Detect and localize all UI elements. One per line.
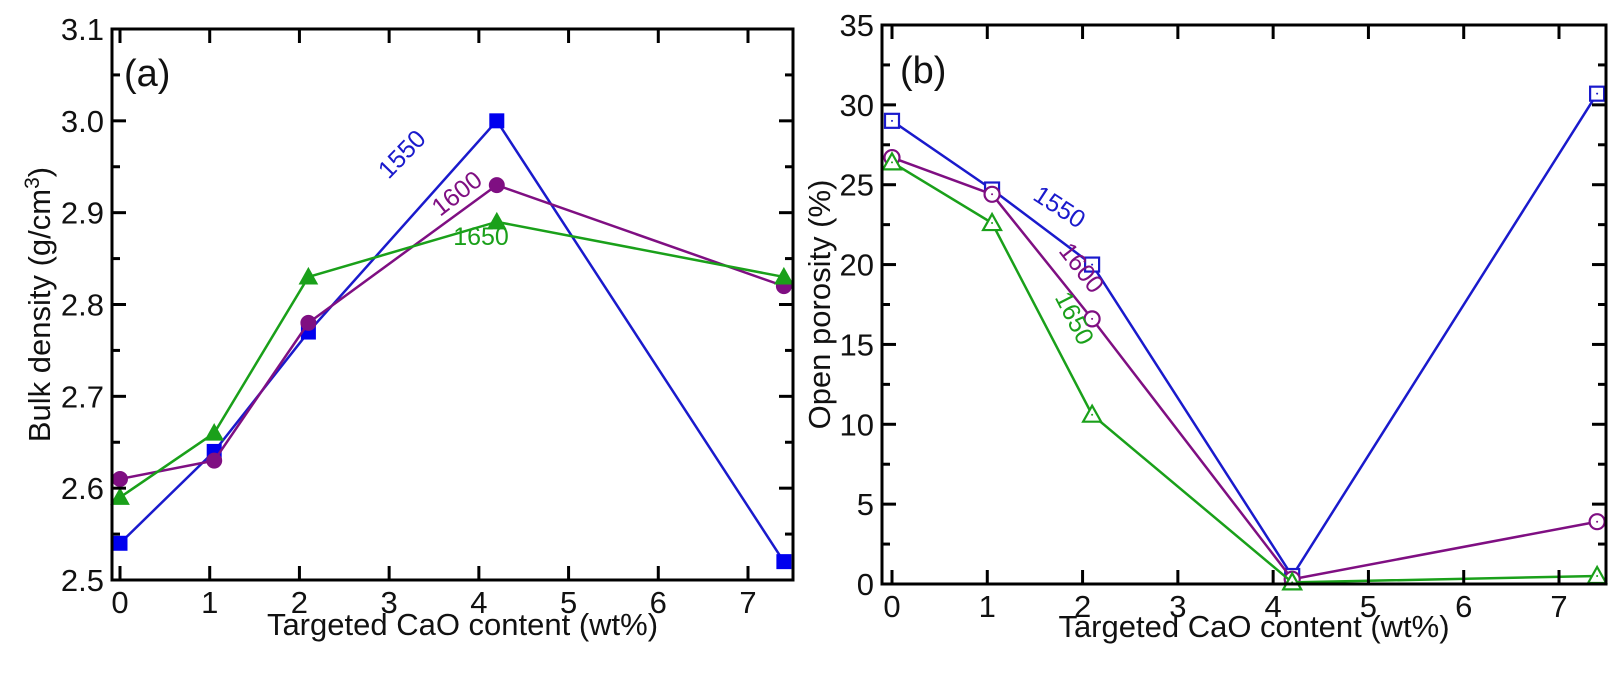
marker-center-dot bbox=[991, 193, 994, 196]
marker-circle-1600 bbox=[206, 452, 223, 469]
marker-circle-1600 bbox=[300, 314, 317, 331]
marker-triangle-1650 bbox=[110, 487, 130, 505]
marker-center-dot bbox=[1596, 575, 1599, 578]
y-tick-label: 35 bbox=[840, 8, 874, 43]
panel-b-label-1550: 1550 bbox=[1028, 180, 1090, 234]
marker-circle-1600 bbox=[488, 177, 505, 194]
panel-b-y-axis-title: Open porosity (%) bbox=[802, 180, 837, 430]
x-tick-label: 7 bbox=[1550, 589, 1567, 624]
x-tick-label: 6 bbox=[650, 585, 667, 620]
x-tick-label: 2 bbox=[291, 585, 308, 620]
series-line-1600 bbox=[891, 156, 1598, 581]
marker-triangle-1650 bbox=[298, 266, 319, 285]
marker-center-dot bbox=[991, 222, 994, 225]
panel-a-label-1650: 1650 bbox=[453, 223, 509, 251]
x-tick-label: 1 bbox=[201, 585, 218, 620]
marker-triangle-1650 bbox=[204, 423, 225, 441]
panel-a-series-labels: 1550 1600 1650 bbox=[373, 125, 509, 251]
y-tick-label: 0 bbox=[857, 567, 874, 602]
panel-b-y-tick-labels: 0 5 10 15 20 25 30 35 bbox=[840, 8, 874, 602]
marker-center-dot bbox=[1091, 413, 1094, 416]
marker-center-dot bbox=[1596, 92, 1599, 95]
panel-a-x-tick-labels: 0 1 2 3 4 5 6 7 bbox=[111, 585, 756, 620]
panel-a-label-1550: 1550 bbox=[373, 125, 432, 184]
x-tick-label: 5 bbox=[560, 585, 577, 620]
y-tick-label: 2.6 bbox=[61, 471, 104, 506]
marker-circle-1600 bbox=[112, 470, 128, 487]
panel-a-label: (a) bbox=[124, 53, 170, 95]
x-tick-label: 4 bbox=[470, 585, 487, 620]
y-tick-label: 2.9 bbox=[61, 196, 104, 231]
x-tick-label: 6 bbox=[1455, 589, 1472, 624]
panel-a-y-title-main: Bulk density (g/cm bbox=[22, 189, 57, 442]
y-tick-label: 10 bbox=[840, 407, 874, 442]
marker-triangle-1650 bbox=[774, 266, 794, 285]
marker-square-1550 bbox=[489, 113, 505, 129]
panel-a-y-axis-title: Bulk density (g/cm3) bbox=[21, 167, 58, 442]
marker-center-dot bbox=[891, 161, 893, 164]
x-tick-label: 4 bbox=[1265, 589, 1282, 624]
panel-b-label: (b) bbox=[900, 50, 946, 92]
panel-a-y-title-tail: ) bbox=[22, 167, 57, 177]
marker-triangle-1650 bbox=[486, 211, 507, 230]
y-tick-label: 15 bbox=[840, 327, 874, 362]
y-tick-label: 5 bbox=[857, 487, 874, 522]
marker-center-dot bbox=[1091, 263, 1094, 266]
x-tick-label: 0 bbox=[111, 585, 128, 620]
panel-a-y-tick-labels: 2.5 2.6 2.7 2.8 2.9 3.0 3.1 bbox=[61, 12, 104, 598]
y-tick-label: 3.0 bbox=[61, 104, 104, 139]
y-tick-label: 25 bbox=[840, 168, 874, 203]
panel-a-y-title-sup: 3 bbox=[21, 177, 44, 189]
marker-center-dot bbox=[891, 119, 893, 122]
y-tick-label: 30 bbox=[840, 88, 874, 123]
marker-center-dot bbox=[1596, 520, 1599, 523]
y-tick-label: 3.1 bbox=[61, 12, 104, 47]
y-tick-label: 2.7 bbox=[61, 379, 104, 414]
panel-b-plot-area bbox=[881, 85, 1608, 591]
x-tick-label: 1 bbox=[979, 589, 996, 624]
panel-b-x-axis-title: Targeted CaO content (wt%) bbox=[1058, 609, 1449, 644]
panel-a-plot-area bbox=[110, 113, 794, 570]
panel-a-frame bbox=[110, 27, 795, 582]
y-tick-label: 2.5 bbox=[61, 563, 104, 598]
marker-square-1550 bbox=[776, 554, 792, 570]
panel-a-x-axis-title: Targeted CaO content (wt%) bbox=[267, 607, 658, 642]
x-tick-label: 5 bbox=[1360, 589, 1377, 624]
panel-b-label-1600: 1600 bbox=[1053, 238, 1109, 299]
x-tick-label: 3 bbox=[381, 585, 398, 620]
y-tick-label: 2.8 bbox=[61, 288, 104, 323]
panel-b-x-tick-labels: 0 1 2 3 4 5 6 7 bbox=[883, 589, 1567, 624]
panel-a-bulk-density: 0 1 2 3 4 5 6 7 2.5 2.6 2.7 2.8 2.9 3.0 3.1 (a) Targe… bbox=[21, 12, 795, 642]
panel-b-open-porosity: 0 1 2 3 4 5 6 7 0 5 10 15 20 25 30 35 (b) Targeted CaO… bbox=[802, 8, 1608, 644]
x-tick-label: 7 bbox=[739, 585, 756, 620]
x-tick-label: 3 bbox=[1169, 589, 1186, 624]
x-tick-label: 2 bbox=[1074, 589, 1091, 624]
x-tick-label: 0 bbox=[883, 589, 900, 624]
panel-b-ticks bbox=[882, 25, 1606, 584]
panel-a-ticks bbox=[112, 29, 793, 580]
marker-center-dot bbox=[1091, 317, 1094, 320]
panel-b-y-title-main: Open porosity (%) bbox=[802, 180, 837, 430]
marker-square-1550 bbox=[112, 535, 128, 551]
y-tick-label: 20 bbox=[840, 248, 874, 283]
series-line-1550 bbox=[891, 93, 1599, 579]
